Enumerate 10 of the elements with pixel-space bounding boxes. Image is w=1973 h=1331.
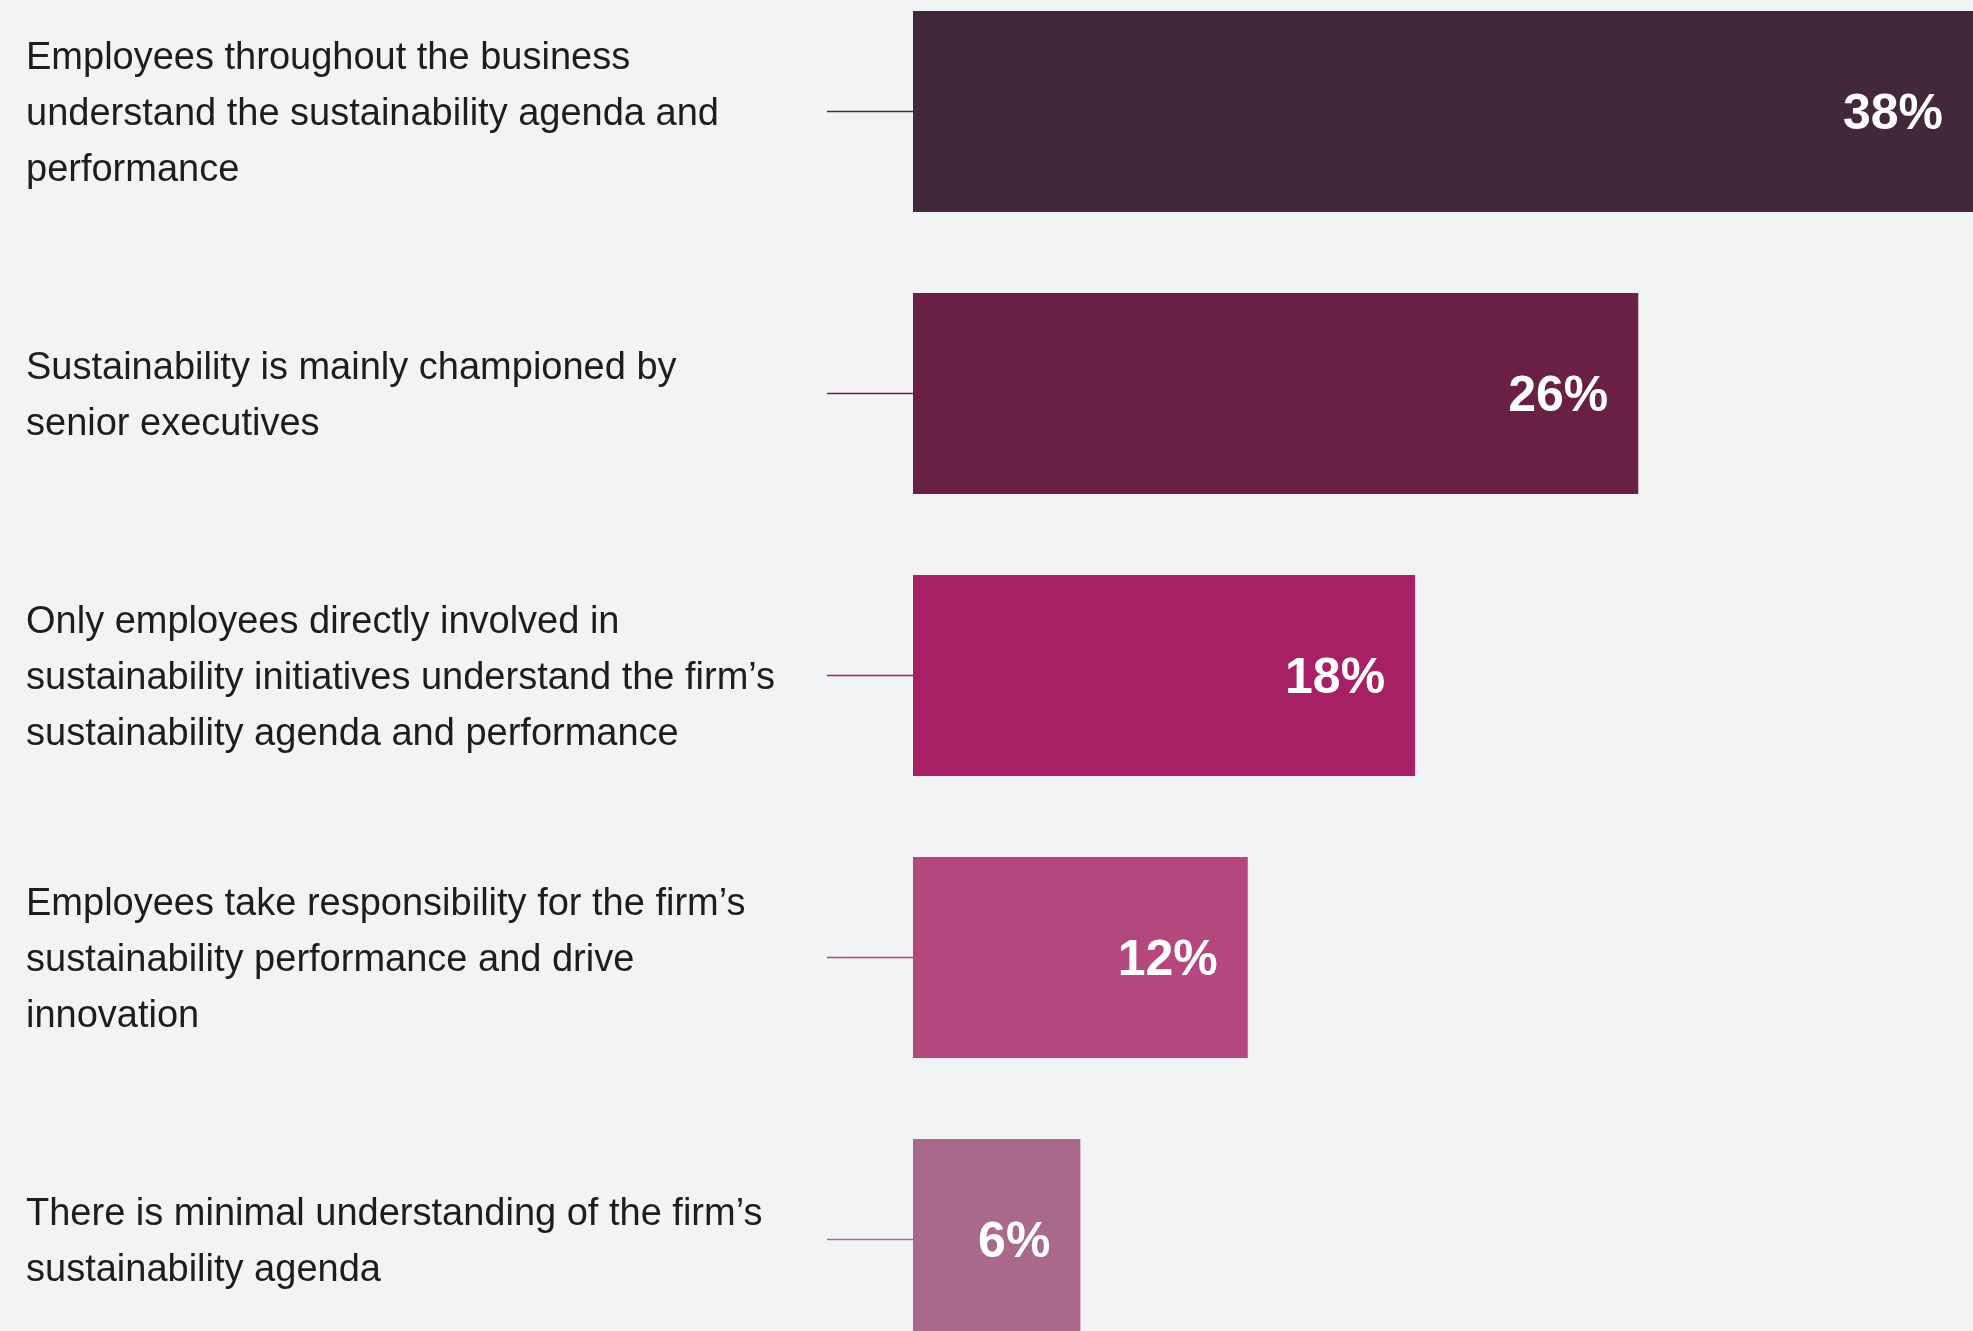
data-label: 12% xyxy=(1117,929,1218,986)
data-label: 6% xyxy=(978,1211,1051,1268)
y-tick-label: Employees take responsibility for the firm’s sustainability performance and drive innovation xyxy=(26,880,746,1035)
y-tick-label: Sustainability is mainly championed by senior executives xyxy=(26,344,677,443)
y-tick-label: Only employees directly involved in sustainability initiatives understand the firm’s sustainability agenda and performance xyxy=(26,598,776,753)
data-label: 38% xyxy=(1842,83,1943,140)
y-tick-label: There is minimal understanding of the firm’s sustainability agenda xyxy=(26,1190,763,1289)
data-label: 26% xyxy=(1508,365,1609,422)
y-tick-label: Employees throughout the business understand the sustainability agenda and performance xyxy=(26,34,719,189)
data-label: 18% xyxy=(1285,647,1386,704)
